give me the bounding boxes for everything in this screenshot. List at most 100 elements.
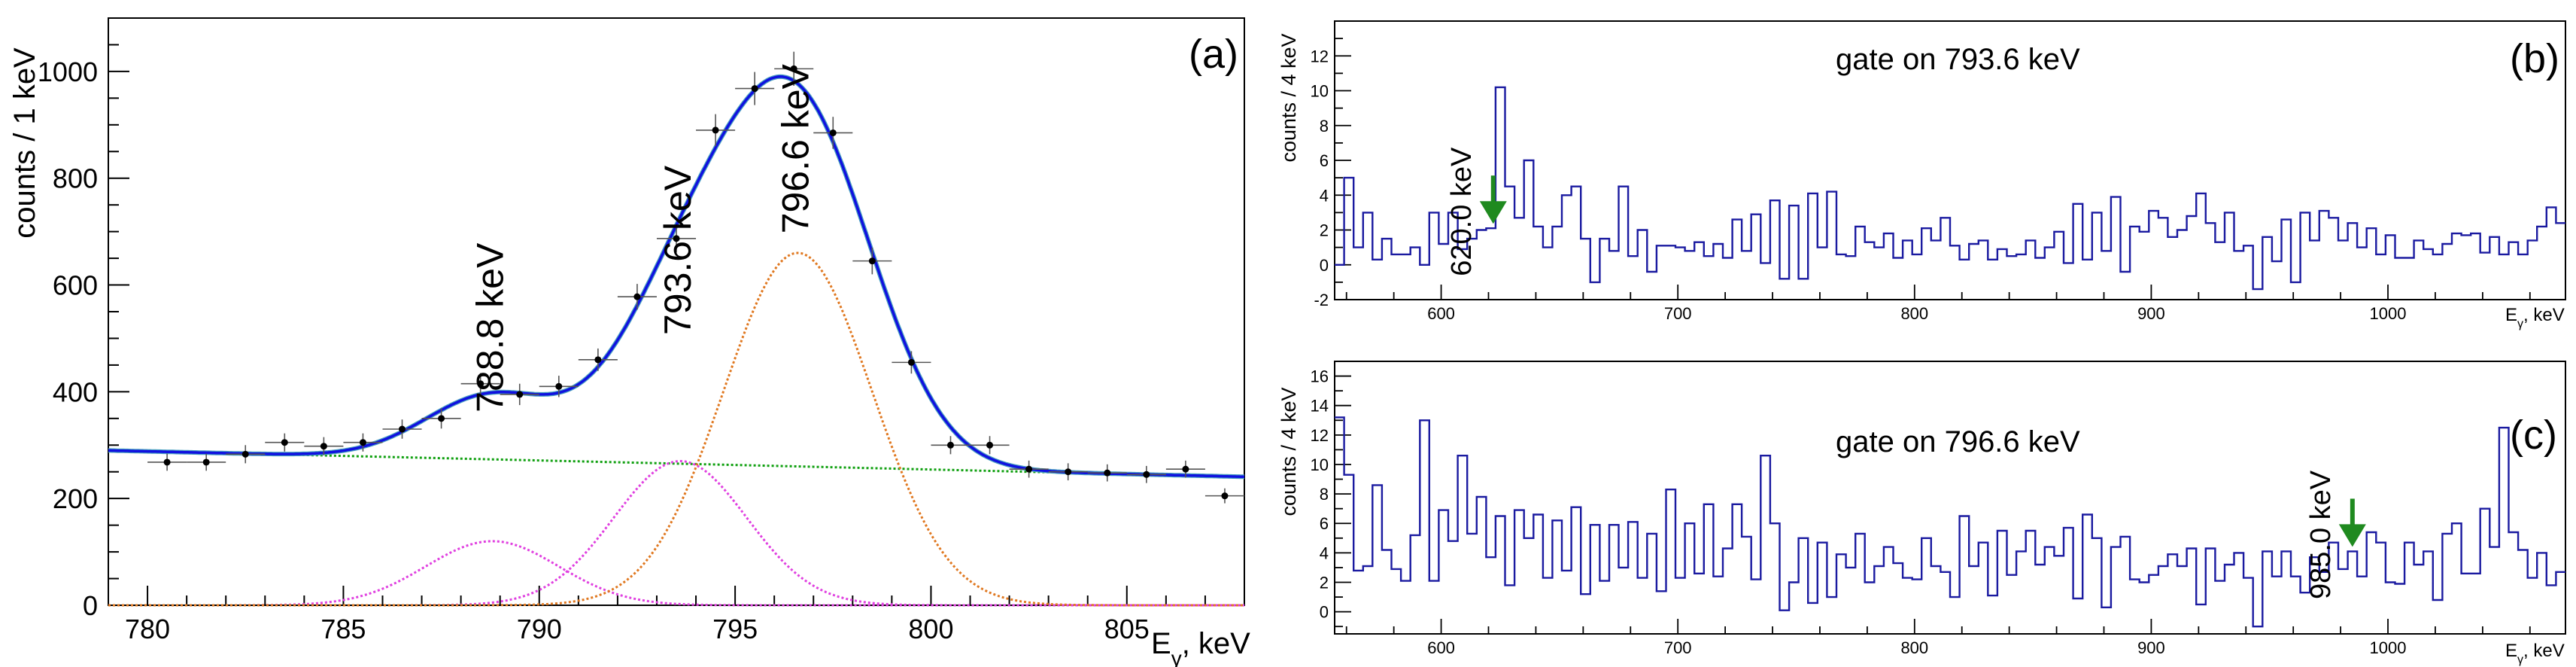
panel-b-x-axis-label-main: E	[2505, 305, 2517, 325]
panel-b-y-tick-label: 6	[1320, 151, 1329, 170]
panel-a-peak-label: 793.6 keV	[657, 165, 699, 335]
panel-b-arrow-shaft	[1490, 175, 1496, 203]
panel-a-x-tick-label: 790	[517, 614, 562, 644]
panel-a-peak-labels: 788.8 keV 793.6 keV 796.6 keV	[469, 63, 816, 412]
panel-a-data-point	[1182, 465, 1189, 473]
panel-b-y-tick-label: -2	[1314, 291, 1329, 309]
panel-a-data-point	[907, 358, 915, 366]
panel-c-y-tick-label: 4	[1320, 544, 1329, 562]
panel-a-y-axis-label: counts / 1 keV	[8, 47, 41, 239]
panel-a-data-point	[359, 439, 366, 446]
panel-a-data-point	[163, 458, 171, 466]
panel-b-x-tick-label: 600	[1427, 304, 1455, 323]
panel-a-label: (a)	[1189, 32, 1238, 77]
panel-c-y-axis-label: counts / 4 keV	[1277, 387, 1300, 516]
panel-a-y-tick-label: 200	[53, 483, 98, 514]
panel-a-x-tick-label: 800	[908, 614, 953, 644]
panel-c-frame	[1334, 361, 2566, 635]
panel-a-fit-curves	[108, 74, 1244, 607]
panel-a-data-point	[281, 439, 288, 446]
panel-a-data-point	[986, 441, 994, 449]
panel-a-x-tick-label: 780	[125, 614, 170, 644]
panel-b-x-axis-label-tail: , keV	[2523, 305, 2565, 325]
panel-c-arrow-shaft	[2350, 498, 2355, 526]
panel-a-x-tick-label: 795	[712, 614, 758, 644]
panel-b-x-tick-label: 900	[2137, 304, 2165, 323]
panel-a-data-point	[438, 415, 445, 422]
panel-c-y-tick-label: 6	[1320, 514, 1329, 533]
panel-a-data-points	[147, 51, 1244, 504]
panel-b-x-axis-label: Eγ, keV	[2505, 305, 2565, 330]
panel-b-y-tick-label: 2	[1320, 221, 1329, 240]
panel-b-arrow-icon	[1479, 175, 1507, 224]
panel-b-histogram	[1335, 86, 2565, 291]
panel-c-y-tick-label: 14	[1311, 397, 1329, 416]
panel-b-y-tick-label: 4	[1320, 186, 1329, 205]
panel-c-x-axis-label: Eγ, keV	[2505, 641, 2565, 666]
panel-b-x-tick-label: 1000	[2370, 304, 2407, 323]
panel-a-x-axis-label: Eγ, keV	[1151, 627, 1250, 667]
panel-c-arrow-head	[2338, 524, 2366, 547]
panel-a-x-axis-label-tail: , keV	[1182, 627, 1250, 660]
panel-c-y-tick-label: 12	[1311, 426, 1329, 445]
panel-b-x-axis: 600 700 800 900 1000	[1345, 285, 2531, 323]
panel-a-data-point	[555, 382, 563, 390]
panel-a-data-point	[1104, 469, 1111, 477]
panel-b-y-tick-label: 10	[1311, 82, 1329, 101]
panel-c-gate-label: gate on 796.6 keV	[1836, 425, 2080, 458]
panel-b-arrow-head	[1479, 201, 1507, 224]
panel-a-y-tick-label: 400	[53, 376, 98, 407]
panel-a-data-point	[751, 85, 758, 93]
panel-a-data-point	[594, 356, 602, 364]
panel-a-x-axis: 780 785 790 795 800 805	[108, 586, 1245, 644]
panel-a-data-point	[790, 65, 797, 72]
panel-c-y-tick-label: 16	[1311, 367, 1329, 386]
panel-a-data-point	[399, 425, 406, 433]
panel-a-y-tick-label: 1000	[38, 56, 98, 87]
panel-c-y-tick-label: 2	[1320, 574, 1329, 592]
panel-a-x-axis-label-sub: γ	[1171, 647, 1182, 667]
panel-a-gaussian-0	[108, 540, 1244, 607]
panel-a-x-tick-label: 805	[1104, 614, 1150, 644]
panel-a-data-point	[868, 257, 876, 265]
panel-c-x-axis: 600 700 800 900 1000	[1345, 619, 2531, 657]
panel-c-arrow-label: 985.0 keV	[2305, 470, 2337, 599]
panel-c-x-tick-label: 800	[1900, 638, 1928, 657]
panel-c-y-tick-label: 0	[1320, 603, 1329, 622]
panel-c-x-tick-label: 900	[2137, 638, 2165, 657]
panel-b-x-tick-label: 700	[1664, 304, 1692, 323]
panel-a-data-point	[1025, 465, 1033, 473]
panel-a-gaussian-1	[108, 459, 1244, 607]
panel-c-x-tick-label: 1000	[2370, 638, 2407, 657]
panel-a-data-point	[673, 235, 680, 242]
panel-b-y-tick-label: 12	[1311, 47, 1329, 65]
panel-a-peak-label: 796.6 keV	[774, 63, 816, 233]
panel-a-data-point	[829, 129, 837, 136]
panel-a-data-point	[633, 293, 641, 300]
panel-a-data-point	[712, 126, 719, 134]
panel-c-arrow-icon	[2338, 498, 2366, 547]
panel-c-gated-spectrum: (c) gate on 796.6 keV counts / 4 keV Eγ,…	[1277, 361, 2566, 666]
panel-c-y-tick-label: 8	[1320, 485, 1329, 504]
panel-b-y-tick-label: 8	[1320, 117, 1329, 136]
panel-c-y-tick-label: 10	[1311, 455, 1329, 474]
panel-a-y-tick-label: 0	[83, 590, 98, 621]
panel-a-peak-fit: (a) 0 200 400 600 800 1000 780 785 790 795 800 805…	[8, 17, 1250, 667]
panel-b-y-axis-label: counts / 4 keV	[1277, 33, 1300, 162]
panel-c-x-axis-label-tail: , keV	[2523, 641, 2565, 661]
panel-b-x-tick-label: 800	[1900, 304, 1928, 323]
panel-a-data-point	[202, 458, 210, 466]
panel-b-label: (b)	[2510, 36, 2559, 81]
panel-b-x-axis-label-sub: γ	[2517, 318, 2523, 330]
panel-a-data-point	[1143, 471, 1150, 478]
panel-c-x-tick-label: 700	[1664, 638, 1692, 657]
panel-a-data-point	[1065, 468, 1072, 476]
panel-c-x-axis-label-main: E	[2505, 641, 2517, 661]
panel-c-y-axis: 0 2 4 6 8 10 12 14 16	[1311, 361, 1351, 628]
panel-a-data-point	[242, 450, 249, 458]
panel-b-gated-spectrum: (b) gate on 793.6 keV counts / 4 keV Eγ,…	[1277, 20, 2566, 330]
panel-c-histogram	[1335, 416, 2565, 628]
panel-b-y-tick-label: 0	[1320, 256, 1329, 275]
panel-a-data-point	[320, 443, 327, 450]
